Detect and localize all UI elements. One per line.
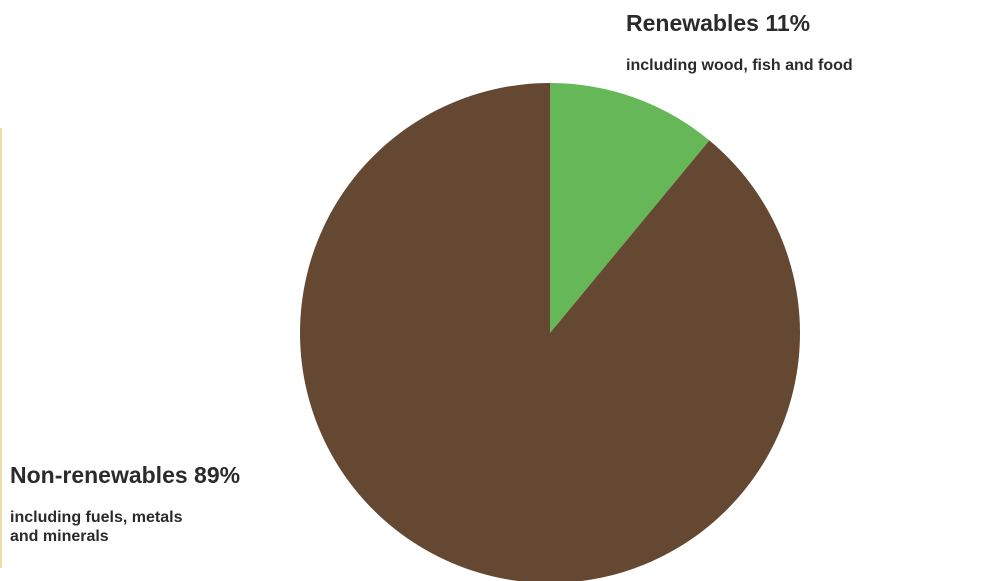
non-renewables-note-line-2: and minerals [10, 528, 109, 545]
pie-slice-renewables [550, 83, 710, 333]
edge-strip [0, 128, 2, 568]
non-renewables-note-line-1: including fuels, metals [10, 509, 183, 526]
non-renewables-note: including fuels, metals and minerals [10, 508, 182, 546]
renewables-label: Renewables 11% [626, 10, 811, 36]
non-renewables-label: Non-renewables 89% [10, 462, 241, 488]
pie-slice-non-renewables [300, 83, 800, 581]
renewables-note: including wood, fish and food [626, 57, 853, 74]
